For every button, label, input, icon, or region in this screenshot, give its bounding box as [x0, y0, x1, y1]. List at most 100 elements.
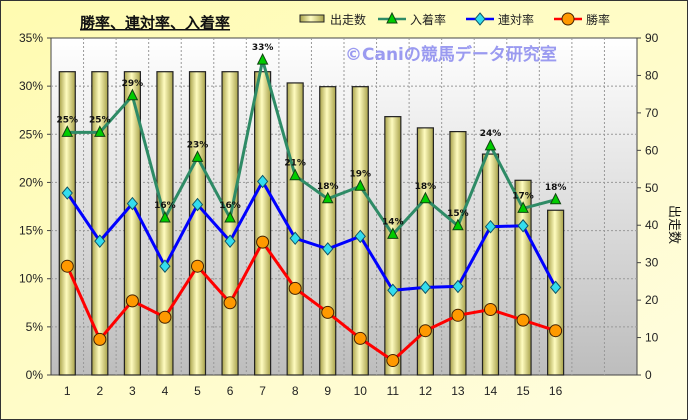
- bar-出走数: [416, 127, 434, 376]
- data-label: 18%: [317, 182, 339, 192]
- point-連対率: [354, 229, 366, 244]
- bar-出走数: [286, 82, 304, 376]
- point-入着率: [256, 53, 269, 65]
- point-勝率: [386, 354, 400, 368]
- bar-出走数: [91, 71, 109, 376]
- point-連対率: [289, 231, 301, 246]
- data-label: 24%: [480, 129, 502, 139]
- point-入着率: [321, 191, 334, 204]
- point-入着率: [224, 210, 236, 223]
- point-連対率: [549, 280, 562, 295]
- y-left-tick-label: 20%: [19, 175, 43, 189]
- bar-出走数: [254, 71, 272, 376]
- x-tick-label: 15: [516, 384, 530, 398]
- data-label: 33%: [252, 43, 274, 53]
- bar-出走数: [514, 179, 532, 376]
- y-right-tick-label: 30: [645, 256, 659, 270]
- point-連対率: [61, 186, 73, 200]
- data-label: 16%: [219, 201, 241, 211]
- point-入着率: [484, 138, 497, 151]
- point-連対率: [452, 279, 464, 294]
- x-tick-label: 6: [227, 384, 234, 398]
- data-label: 17%: [512, 191, 534, 201]
- bar-出走数: [384, 116, 402, 376]
- point-入着率: [419, 191, 432, 204]
- point-勝率: [418, 324, 432, 338]
- y-left-tick-label: 30%: [19, 79, 43, 93]
- point-連対率: [191, 197, 204, 212]
- legend-marker-勝率: [561, 12, 575, 26]
- x-tick-label: 10: [354, 384, 368, 398]
- line-連対率: [66, 178, 557, 292]
- point-連対率: [517, 218, 529, 233]
- point-勝率: [288, 281, 302, 295]
- point-連対率: [256, 174, 269, 189]
- point-連対率: [387, 283, 399, 298]
- data-label: 18%: [415, 182, 437, 192]
- y-right-tick-label: 10: [645, 331, 659, 345]
- legend-marker-入着率: [386, 11, 398, 24]
- bar-出走数: [156, 71, 174, 376]
- y-left-tick-label: 10%: [19, 272, 43, 286]
- x-tick-label: 14: [484, 384, 498, 398]
- x-tick-label: 11: [387, 384, 400, 398]
- x-tick-label: 16: [549, 384, 563, 398]
- data-label: 29%: [122, 79, 144, 89]
- point-入着率: [159, 210, 171, 223]
- y-right-label: 出走数: [666, 205, 681, 244]
- data-label: 23%: [187, 140, 209, 150]
- y-right-tick-label: 50: [645, 181, 659, 195]
- x-tick-label: 9: [324, 384, 331, 398]
- y-right-tick-label: 70: [645, 106, 659, 120]
- y-right-tick-label: 40: [645, 218, 659, 232]
- point-入着率: [517, 201, 529, 213]
- y-right-tick-label: 90: [645, 31, 659, 45]
- x-tick-label: 12: [419, 384, 433, 398]
- point-連対率: [159, 259, 171, 273]
- y-right-tick-label: 20: [645, 293, 659, 307]
- x-tick-label: 5: [194, 384, 201, 398]
- bar-出走数: [449, 131, 467, 376]
- x-tick-label: 4: [162, 384, 169, 398]
- legend-label: 勝率: [586, 12, 610, 27]
- point-入着率: [452, 218, 464, 231]
- point-入着率: [191, 150, 204, 162]
- bar-出走数: [188, 71, 207, 376]
- point-勝率: [516, 313, 530, 327]
- bar-出走数: [58, 71, 76, 376]
- legend-marker-連対率: [474, 12, 486, 26]
- point-入着率: [387, 227, 399, 239]
- point-勝率: [223, 296, 237, 310]
- watermark: ©Caniの競馬データ研究室: [345, 44, 557, 65]
- legend: 出走数 入着率 連対率 勝率: [299, 11, 610, 27]
- y-right-tick-label: 0: [645, 368, 652, 382]
- legend-label: 入着率: [410, 12, 446, 27]
- point-勝率: [60, 259, 74, 273]
- y-right-tick-label: 60: [645, 143, 659, 157]
- point-勝率: [158, 310, 172, 324]
- point-勝率: [125, 294, 139, 308]
- data-label: 14%: [382, 217, 404, 227]
- point-入着率: [549, 192, 562, 205]
- point-連対率: [224, 234, 236, 248]
- x-tick-label: 13: [451, 384, 465, 398]
- x-tick-label: 1: [64, 384, 71, 398]
- x-tick-label: 7: [259, 384, 266, 398]
- data-label: 21%: [284, 159, 306, 169]
- point-勝率: [256, 235, 270, 249]
- chart-title: 勝率、連対率、入着率: [80, 14, 230, 32]
- point-入着率: [126, 88, 139, 101]
- data-label: 18%: [545, 183, 567, 193]
- bar-出走数: [221, 71, 239, 376]
- y-left-tick-label: 15%: [19, 224, 43, 238]
- y-left-tick-label: 35%: [19, 31, 43, 45]
- data-label: 25%: [89, 115, 111, 125]
- point-勝率: [93, 332, 107, 346]
- point-勝率: [353, 331, 367, 345]
- y-left-tick-label: 0%: [26, 368, 44, 382]
- x-tick-label: 2: [96, 384, 103, 398]
- x-tick-label: 8: [292, 384, 299, 398]
- point-連対率: [419, 280, 432, 295]
- y-right-tick-label: 80: [645, 68, 659, 82]
- x-tick-label: 3: [129, 384, 136, 398]
